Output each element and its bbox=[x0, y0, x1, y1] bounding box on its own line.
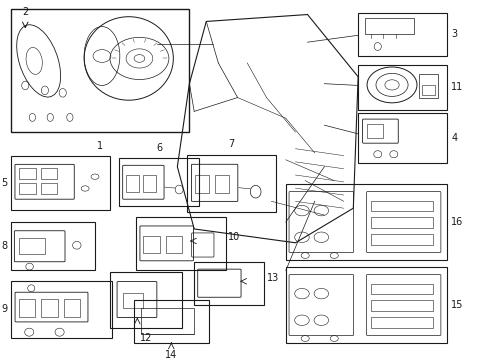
Bar bbox=[165, 236, 182, 253]
Text: 11: 11 bbox=[450, 82, 463, 92]
Bar bbox=[186, 154, 276, 212]
Text: 14: 14 bbox=[165, 350, 177, 360]
Bar bbox=[110, 272, 182, 328]
Bar bbox=[422, 85, 434, 95]
Bar bbox=[63, 299, 80, 318]
Text: 4: 4 bbox=[450, 133, 456, 143]
Bar bbox=[19, 299, 35, 318]
Bar bbox=[122, 293, 143, 308]
Bar bbox=[371, 217, 432, 228]
Bar bbox=[143, 236, 159, 253]
Text: 10: 10 bbox=[227, 232, 240, 242]
Bar bbox=[19, 183, 36, 194]
Text: 16: 16 bbox=[450, 217, 463, 227]
Bar bbox=[141, 308, 193, 334]
Bar bbox=[285, 184, 447, 260]
Bar bbox=[143, 175, 156, 192]
Text: 9: 9 bbox=[1, 304, 7, 314]
Bar bbox=[41, 183, 58, 194]
Bar bbox=[19, 168, 36, 179]
Bar bbox=[371, 301, 432, 311]
Text: 15: 15 bbox=[450, 300, 463, 310]
Bar bbox=[194, 262, 264, 305]
Text: 7: 7 bbox=[228, 139, 234, 149]
Bar bbox=[371, 234, 432, 245]
Bar bbox=[41, 299, 58, 318]
Bar bbox=[195, 175, 209, 193]
Text: 12: 12 bbox=[140, 333, 152, 343]
Text: 3: 3 bbox=[450, 30, 456, 39]
Bar bbox=[11, 281, 112, 338]
Text: 1: 1 bbox=[97, 141, 103, 151]
Bar bbox=[357, 13, 447, 56]
Bar bbox=[41, 168, 58, 179]
Bar bbox=[119, 158, 199, 207]
Bar bbox=[371, 317, 432, 328]
Bar bbox=[11, 9, 189, 132]
Text: 6: 6 bbox=[156, 143, 162, 153]
Text: 2: 2 bbox=[22, 7, 28, 17]
Bar bbox=[365, 18, 413, 35]
Bar bbox=[11, 222, 95, 270]
Bar bbox=[366, 124, 382, 138]
Bar bbox=[371, 284, 432, 294]
Bar bbox=[357, 113, 447, 163]
Bar bbox=[134, 300, 208, 343]
Bar bbox=[418, 74, 438, 98]
Bar bbox=[371, 201, 432, 211]
Bar bbox=[285, 267, 447, 343]
Text: 5: 5 bbox=[1, 178, 7, 188]
Bar bbox=[11, 156, 110, 210]
Text: 8: 8 bbox=[1, 241, 7, 251]
Bar bbox=[214, 175, 228, 193]
Text: 13: 13 bbox=[266, 273, 278, 283]
Bar bbox=[20, 238, 45, 255]
Bar bbox=[357, 65, 447, 110]
Bar bbox=[136, 217, 225, 270]
Bar bbox=[125, 175, 138, 192]
